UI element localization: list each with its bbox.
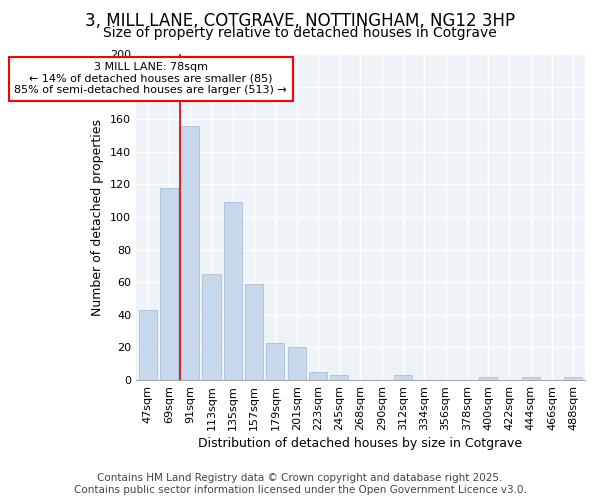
Text: 3 MILL LANE: 78sqm
← 14% of detached houses are smaller (85)
85% of semi-detache: 3 MILL LANE: 78sqm ← 14% of detached hou… xyxy=(14,62,287,96)
Bar xyxy=(564,377,583,380)
Bar xyxy=(139,310,157,380)
X-axis label: Distribution of detached houses by size in Cotgrave: Distribution of detached houses by size … xyxy=(199,437,523,450)
Text: 3, MILL LANE, COTGRAVE, NOTTINGHAM, NG12 3HP: 3, MILL LANE, COTGRAVE, NOTTINGHAM, NG12… xyxy=(85,12,515,30)
Bar xyxy=(224,202,242,380)
Bar xyxy=(287,348,305,380)
Bar xyxy=(479,377,497,380)
Bar xyxy=(309,372,327,380)
Bar xyxy=(394,375,412,380)
Y-axis label: Number of detached properties: Number of detached properties xyxy=(91,118,104,316)
Text: Contains HM Land Registry data © Crown copyright and database right 2025.
Contai: Contains HM Land Registry data © Crown c… xyxy=(74,474,526,495)
Bar xyxy=(521,377,540,380)
Bar xyxy=(202,274,221,380)
Bar xyxy=(266,342,284,380)
Bar xyxy=(160,188,178,380)
Bar xyxy=(245,284,263,380)
Text: Size of property relative to detached houses in Cotgrave: Size of property relative to detached ho… xyxy=(103,26,497,40)
Bar xyxy=(181,126,199,380)
Bar xyxy=(330,375,348,380)
